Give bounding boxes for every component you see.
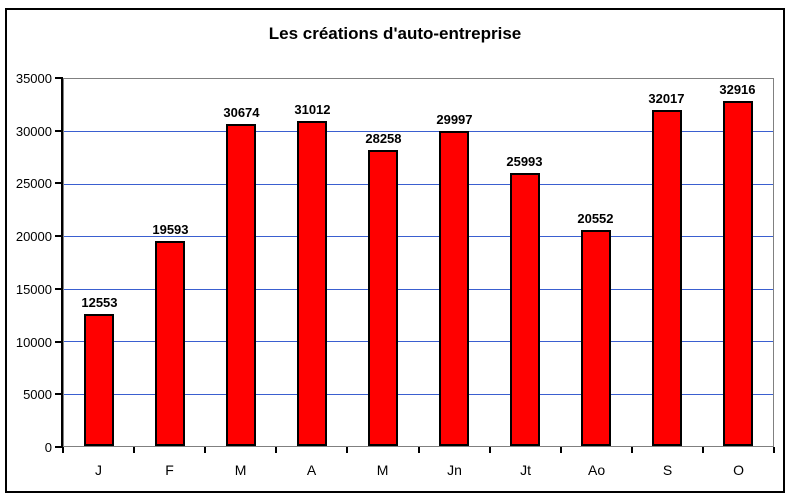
x-axis-tick xyxy=(418,447,420,453)
bar-value-label: 20552 xyxy=(577,211,614,226)
y-axis-tick xyxy=(55,393,61,395)
y-axis-tick xyxy=(55,288,61,290)
x-axis-tick-label: A xyxy=(306,462,317,478)
bar-value-label: 31012 xyxy=(294,102,331,117)
x-axis-tick xyxy=(204,447,206,453)
bar-value-label: 32916 xyxy=(719,82,756,97)
chart-title: Les créations d'auto-entreprise xyxy=(268,24,522,43)
y-axis-tick-label: 35000 xyxy=(15,71,52,86)
bar xyxy=(368,150,398,446)
bar xyxy=(439,131,469,446)
y-axis-tick xyxy=(55,446,61,448)
y-axis-tick xyxy=(55,341,61,343)
x-axis-tick-label: F xyxy=(165,462,174,478)
bar-value-label: 29997 xyxy=(436,112,473,127)
bar-value-label: 30674 xyxy=(223,105,260,120)
bar-value-label: 28258 xyxy=(365,131,402,146)
y-axis-tick-label: 5000 xyxy=(23,387,52,402)
bar xyxy=(84,314,114,446)
x-axis-tick xyxy=(62,447,64,453)
bar-value-label: 19593 xyxy=(152,222,189,237)
plot-area: 12553 19593 30674 31012 28258 29997 25993 20552… xyxy=(63,78,774,447)
chart-frame: Les créations d'auto-entreprise 12553 195… xyxy=(5,8,785,493)
gridline xyxy=(64,235,773,237)
y-axis-tick-label: 0 xyxy=(44,440,52,455)
x-axis-tick xyxy=(560,447,562,453)
x-axis-tick xyxy=(489,447,491,453)
bar xyxy=(581,230,611,446)
gridline xyxy=(64,130,773,132)
y-axis-tick-label: 15000 xyxy=(15,282,52,297)
y-axis-tick xyxy=(55,77,61,79)
x-axis-tick-label: O xyxy=(733,462,744,478)
bar-value-label: 32017 xyxy=(648,91,685,106)
y-axis-tick-label: 20000 xyxy=(15,229,52,244)
x-axis-tick xyxy=(702,447,704,453)
gridline xyxy=(64,393,773,395)
x-axis-tick-label: Ao xyxy=(587,462,606,478)
x-axis-tick xyxy=(631,447,633,453)
gridline xyxy=(64,340,773,342)
x-axis-tick-label: M xyxy=(376,462,389,478)
bar-value-label: 25993 xyxy=(506,154,543,169)
x-axis-tick-label: M xyxy=(234,462,247,478)
bar-value-label: 12553 xyxy=(81,295,118,310)
y-axis-tick-label: 10000 xyxy=(15,335,52,350)
gridline xyxy=(64,183,773,185)
x-axis-tick-label: Jt xyxy=(520,462,531,478)
bar xyxy=(723,101,753,446)
bar xyxy=(226,124,256,446)
x-axis-tick xyxy=(275,447,277,453)
x-axis-tick-label: J xyxy=(95,462,103,478)
y-axis-tick xyxy=(55,182,61,184)
x-axis-tick-label: S xyxy=(662,462,673,478)
bar xyxy=(155,241,185,446)
bar xyxy=(652,110,682,446)
y-axis-tick-label: 25000 xyxy=(15,176,52,191)
y-axis-tick-label: 30000 xyxy=(15,124,52,139)
gridline xyxy=(64,288,773,290)
bar xyxy=(297,121,327,446)
bar xyxy=(510,173,540,446)
x-axis-tick-label: Jn xyxy=(447,462,462,478)
x-axis-tick xyxy=(133,447,135,453)
y-axis-tick xyxy=(55,235,61,237)
x-axis-tick xyxy=(773,447,775,453)
y-axis-tick xyxy=(55,130,61,132)
y-axis-line xyxy=(61,77,63,448)
x-axis-tick xyxy=(346,447,348,453)
